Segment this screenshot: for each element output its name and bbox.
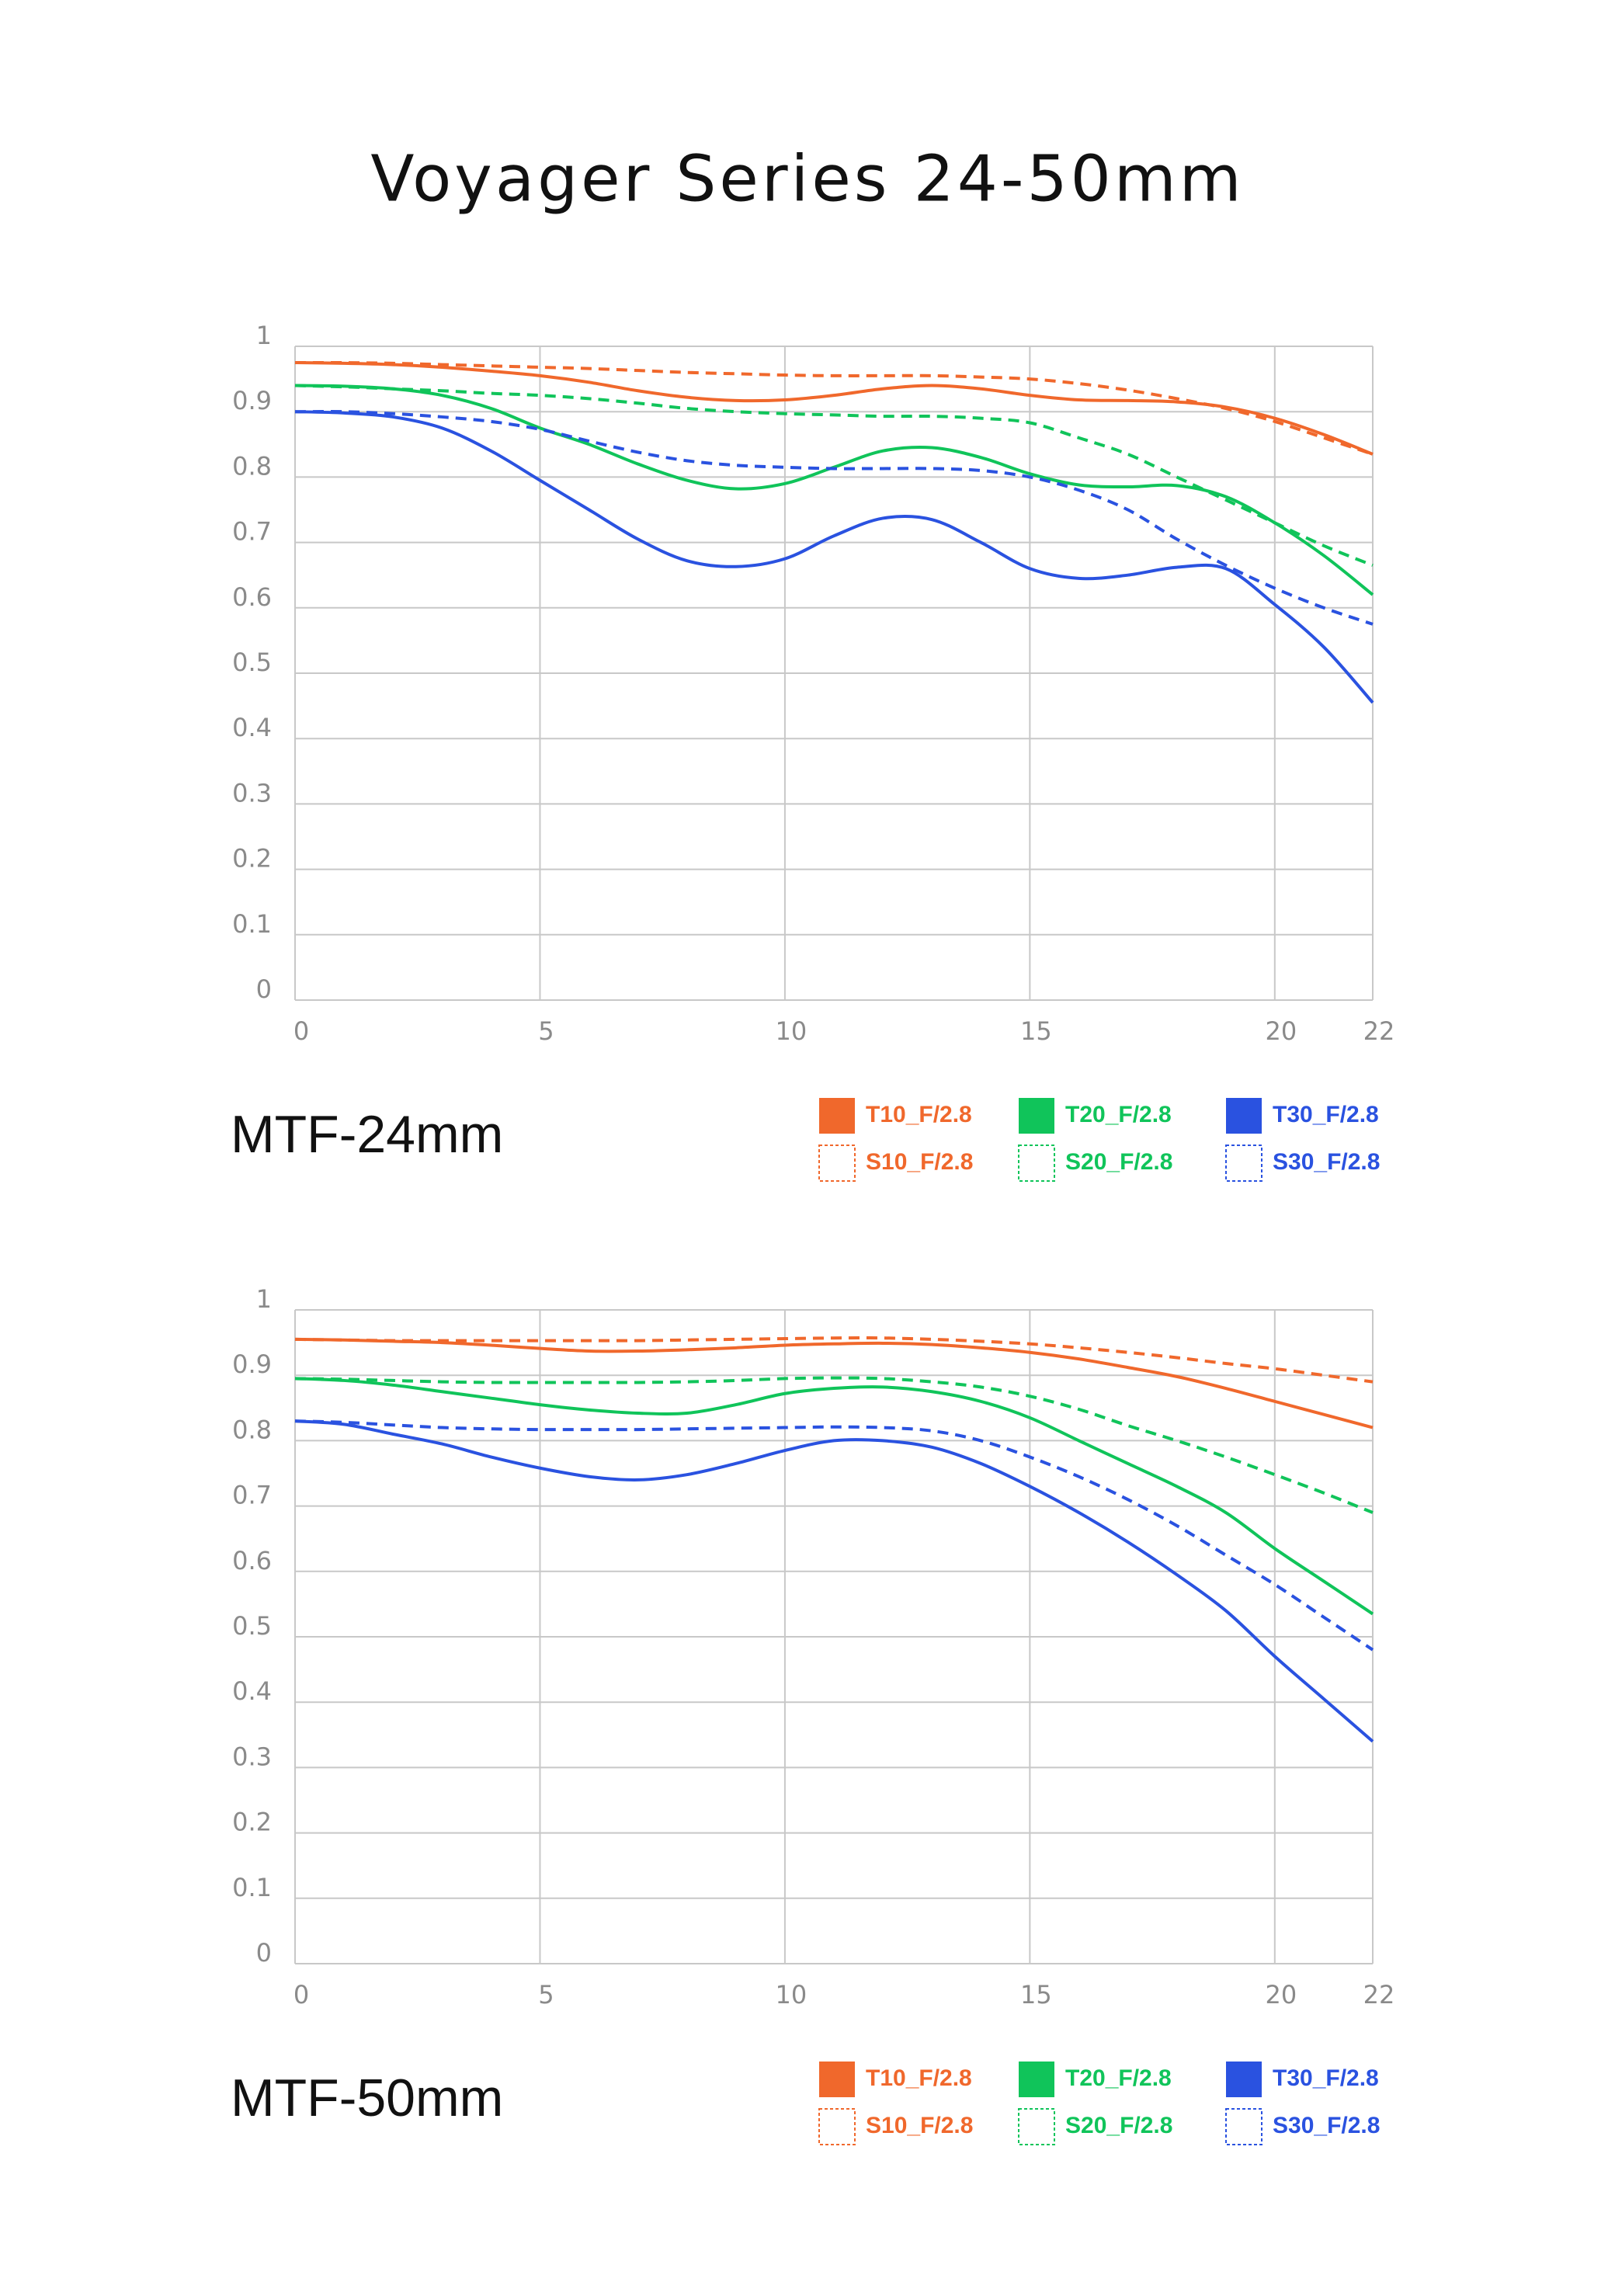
mtf-line bbox=[294, 1337, 1374, 1429]
x-tick-label: 5 bbox=[538, 1016, 554, 1046]
mtf-line bbox=[294, 410, 1374, 626]
x-tick-label: 15 bbox=[1020, 1980, 1052, 2009]
y-tick-label: 0.7 bbox=[232, 1481, 272, 1510]
legend-label: S20_F/2.8 bbox=[1065, 1149, 1172, 1175]
y-tick-label: 0.9 bbox=[232, 386, 272, 415]
y-tick-label: 0.5 bbox=[232, 1611, 272, 1641]
legend-label: T20_F/2.8 bbox=[1065, 2065, 1172, 2091]
legend-swatch bbox=[1226, 2062, 1262, 2097]
y-tick-label: 0.1 bbox=[232, 909, 272, 939]
legend-label: S30_F/2.8 bbox=[1273, 2113, 1380, 2138]
chart-title: MTF-24mm bbox=[231, 1105, 503, 1164]
mtf-line bbox=[294, 410, 1374, 704]
legend-swatch bbox=[1018, 2108, 1055, 2145]
legend-swatch bbox=[1019, 2062, 1054, 2097]
x-tick-label: 20 bbox=[1265, 1980, 1297, 2009]
legend-label: T10_F/2.8 bbox=[866, 1102, 972, 1127]
x-tick-label: 22 bbox=[1363, 1016, 1395, 1046]
mtf-line bbox=[294, 1377, 1374, 1616]
mtf-line bbox=[294, 1419, 1374, 1652]
x-tick-label: 22 bbox=[1363, 1980, 1395, 2009]
y-tick-label: 1 bbox=[256, 321, 272, 350]
legend-swatch bbox=[1019, 1098, 1054, 1134]
legend-label: T20_F/2.8 bbox=[1065, 1102, 1172, 1127]
y-tick-label: 0 bbox=[256, 974, 272, 1004]
legend-swatch bbox=[819, 1098, 855, 1134]
legend-swatch bbox=[1226, 1098, 1262, 1134]
mtf-line bbox=[294, 1376, 1374, 1514]
y-tick-label: 0.6 bbox=[232, 582, 272, 612]
legend-swatch bbox=[1018, 1145, 1055, 1182]
y-tick-label: 0.3 bbox=[232, 778, 272, 808]
x-tick-label: 5 bbox=[538, 1980, 554, 2009]
y-tick-label: 0.2 bbox=[232, 844, 272, 874]
mtf-line bbox=[294, 384, 1374, 567]
y-tick-label: 0.3 bbox=[232, 1742, 272, 1771]
page-title: Voyager Series 24-50mm bbox=[370, 142, 1244, 216]
y-tick-label: 0.6 bbox=[232, 1546, 272, 1575]
y-tick-label: 0.9 bbox=[232, 1349, 272, 1379]
mtf-line bbox=[294, 1419, 1374, 1743]
x-tick-label: 15 bbox=[1020, 1016, 1052, 1046]
y-tick-label: 0.7 bbox=[232, 517, 272, 547]
mtf-line bbox=[294, 360, 1374, 456]
legend-label: S10_F/2.8 bbox=[866, 1149, 973, 1175]
y-tick-label: 1 bbox=[256, 1284, 272, 1314]
legend-label: T10_F/2.8 bbox=[866, 2065, 972, 2091]
legend-swatch bbox=[819, 2062, 855, 2097]
legend-swatch bbox=[818, 1145, 856, 1182]
x-tick-label: 20 bbox=[1265, 1016, 1297, 1046]
y-tick-label: 0.1 bbox=[232, 1873, 272, 1902]
legend-label: S30_F/2.8 bbox=[1273, 1149, 1380, 1175]
legend-label: S10_F/2.8 bbox=[866, 2113, 973, 2138]
y-tick-label: 0.5 bbox=[232, 648, 272, 677]
legend-label: T30_F/2.8 bbox=[1273, 1102, 1379, 1127]
y-tick-label: 0.2 bbox=[232, 1808, 272, 1837]
x-tick-label: 0 bbox=[293, 1980, 309, 2009]
legend-swatch bbox=[1225, 1145, 1262, 1182]
y-tick-label: 0.8 bbox=[232, 451, 272, 481]
legend-swatch bbox=[1225, 2108, 1262, 2145]
legend-swatch bbox=[818, 2108, 856, 2145]
y-tick-label: 0.4 bbox=[232, 1676, 272, 1706]
y-tick-label: 0.4 bbox=[232, 713, 272, 742]
legend-label: T30_F/2.8 bbox=[1273, 2065, 1379, 2091]
mtf-line bbox=[294, 1336, 1374, 1384]
legend-label: S20_F/2.8 bbox=[1065, 2113, 1172, 2138]
x-tick-label: 10 bbox=[776, 1016, 808, 1046]
x-tick-label: 0 bbox=[293, 1016, 309, 1046]
x-tick-label: 10 bbox=[776, 1980, 808, 2009]
chart-title: MTF-50mm bbox=[231, 2068, 503, 2128]
y-tick-label: 0 bbox=[256, 1938, 272, 1968]
y-tick-label: 0.8 bbox=[232, 1415, 272, 1444]
